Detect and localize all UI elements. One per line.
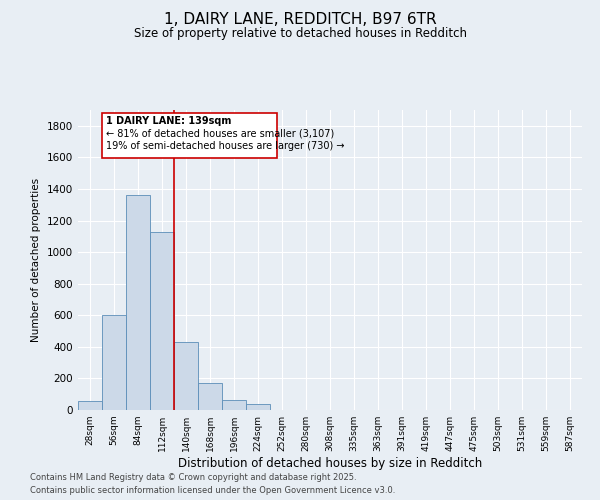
Bar bbox=[174, 342, 198, 410]
Bar bbox=[102, 316, 126, 410]
Text: Contains public sector information licensed under the Open Government Licence v3: Contains public sector information licen… bbox=[30, 486, 395, 495]
Bar bbox=[246, 404, 270, 410]
FancyBboxPatch shape bbox=[102, 113, 277, 158]
Text: Contains HM Land Registry data © Crown copyright and database right 2025.: Contains HM Land Registry data © Crown c… bbox=[30, 474, 356, 482]
Text: ← 81% of detached houses are smaller (3,107): ← 81% of detached houses are smaller (3,… bbox=[106, 128, 334, 138]
Text: 19% of semi-detached houses are larger (730) →: 19% of semi-detached houses are larger (… bbox=[106, 141, 344, 151]
Bar bbox=[198, 383, 222, 410]
Bar bbox=[126, 196, 150, 410]
X-axis label: Distribution of detached houses by size in Redditch: Distribution of detached houses by size … bbox=[178, 457, 482, 470]
Text: Size of property relative to detached houses in Redditch: Size of property relative to detached ho… bbox=[133, 28, 467, 40]
Text: 1 DAIRY LANE: 139sqm: 1 DAIRY LANE: 139sqm bbox=[106, 116, 231, 126]
Text: 1, DAIRY LANE, REDDITCH, B97 6TR: 1, DAIRY LANE, REDDITCH, B97 6TR bbox=[164, 12, 436, 28]
Bar bbox=[222, 400, 246, 410]
Y-axis label: Number of detached properties: Number of detached properties bbox=[31, 178, 41, 342]
Bar bbox=[78, 402, 102, 410]
Bar bbox=[150, 232, 174, 410]
